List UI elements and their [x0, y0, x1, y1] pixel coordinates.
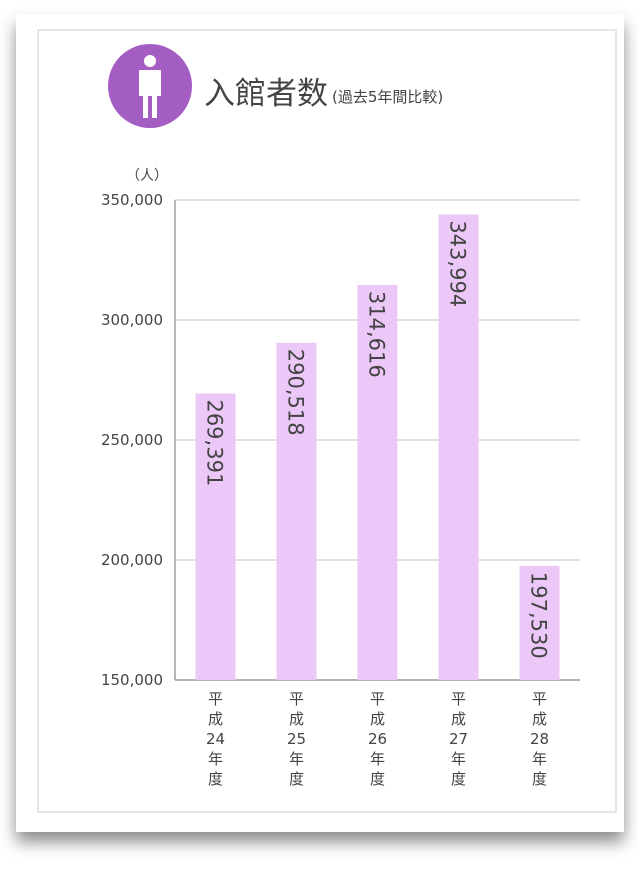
- y-tick-label: 300,000: [101, 311, 163, 329]
- x-tick-label: 平成 27 年度: [449, 690, 468, 788]
- value-label: 197,530: [527, 572, 551, 659]
- y-tick-label: 150,000: [101, 671, 163, 689]
- x-tick-label: 平成 24 年度: [206, 690, 225, 788]
- x-tick-label: 平成 25 年度: [287, 690, 306, 788]
- value-label: 269,391: [203, 399, 227, 486]
- chart-title: 入館者数: [204, 76, 328, 112]
- chart-subtitle: (過去5年間比較): [332, 88, 443, 106]
- y-tick-label: 350,000: [101, 191, 163, 209]
- x-tick-label: 平成 26 年度: [368, 690, 387, 788]
- frame: [37, 29, 617, 813]
- y-tick-label: 200,000: [101, 551, 163, 569]
- bar: [195, 393, 236, 680]
- value-label: 314,616: [365, 291, 389, 378]
- value-label: 343,994: [446, 220, 470, 307]
- bar: [276, 342, 317, 680]
- person-icon: [108, 44, 192, 128]
- bar: [357, 284, 398, 680]
- x-tick-label: 平成 28 年度: [530, 690, 549, 788]
- value-label: 290,518: [284, 349, 308, 436]
- bar: [519, 565, 560, 680]
- bar: [438, 214, 479, 680]
- y-axis-label: （人）: [126, 168, 168, 184]
- y-tick-label: 250,000: [101, 431, 163, 449]
